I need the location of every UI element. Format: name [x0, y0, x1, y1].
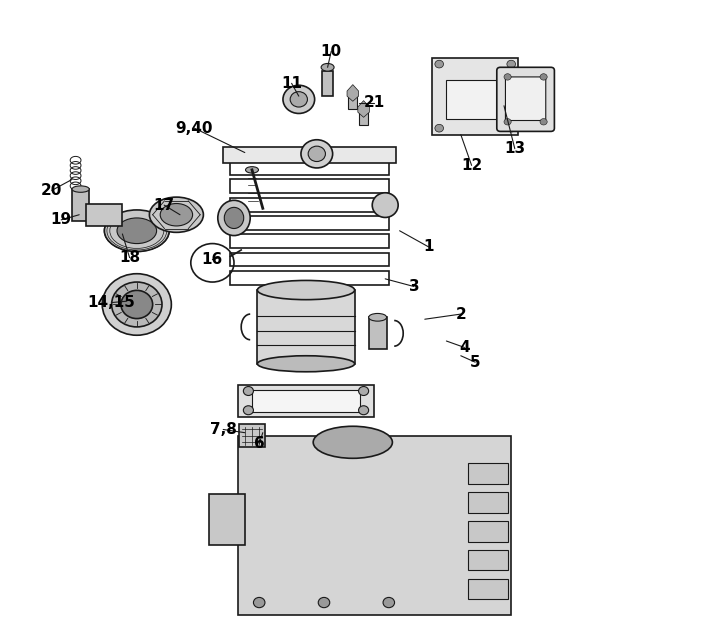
Circle shape — [318, 597, 330, 608]
Circle shape — [253, 597, 265, 608]
Circle shape — [435, 124, 444, 132]
Ellipse shape — [258, 281, 355, 300]
Ellipse shape — [246, 167, 258, 173]
Text: 20: 20 — [41, 183, 63, 198]
Bar — [322, 71, 333, 96]
Bar — [223, 147, 396, 163]
Bar — [258, 290, 354, 364]
Text: 11: 11 — [281, 76, 302, 91]
Circle shape — [290, 92, 307, 107]
Bar — [230, 161, 389, 175]
Ellipse shape — [258, 356, 355, 372]
Text: 1: 1 — [423, 239, 433, 254]
Circle shape — [504, 119, 511, 125]
Circle shape — [383, 597, 395, 608]
Bar — [239, 424, 265, 447]
Bar — [230, 179, 389, 193]
Text: 4: 4 — [459, 340, 469, 355]
Bar — [468, 579, 508, 599]
Text: 16: 16 — [202, 252, 223, 267]
Circle shape — [243, 406, 253, 415]
Ellipse shape — [313, 426, 392, 458]
Ellipse shape — [225, 208, 243, 229]
Ellipse shape — [104, 210, 169, 252]
Circle shape — [359, 387, 369, 395]
Text: 14,15: 14,15 — [88, 295, 135, 310]
Bar — [252, 390, 360, 412]
Text: 10: 10 — [320, 44, 342, 59]
Circle shape — [540, 74, 547, 80]
Bar — [468, 463, 508, 484]
Circle shape — [540, 119, 547, 125]
Text: 5: 5 — [470, 354, 480, 370]
Text: 19: 19 — [50, 212, 72, 228]
Ellipse shape — [117, 218, 157, 244]
Text: 3: 3 — [409, 279, 419, 294]
Circle shape — [112, 282, 162, 327]
Bar — [72, 189, 89, 221]
Circle shape — [308, 146, 325, 162]
Ellipse shape — [161, 204, 193, 226]
Text: 7,8: 7,8 — [210, 422, 237, 437]
Text: 12: 12 — [461, 158, 482, 173]
Bar — [369, 317, 387, 349]
Bar — [230, 253, 389, 267]
Bar — [230, 198, 389, 212]
Bar — [432, 58, 518, 135]
Bar — [209, 494, 245, 545]
Bar — [86, 204, 122, 226]
Bar — [359, 107, 368, 125]
Circle shape — [243, 387, 253, 395]
Text: 9,40: 9,40 — [176, 121, 213, 136]
Bar — [348, 91, 357, 109]
Polygon shape — [358, 101, 369, 117]
Circle shape — [102, 274, 171, 335]
Circle shape — [301, 140, 333, 168]
Circle shape — [283, 85, 315, 113]
Bar — [468, 521, 508, 542]
Circle shape — [435, 60, 444, 68]
Text: 18: 18 — [119, 250, 140, 265]
Circle shape — [504, 74, 511, 80]
Bar — [230, 216, 389, 230]
Text: 21: 21 — [364, 95, 385, 110]
Bar — [238, 385, 374, 417]
Bar — [446, 80, 497, 119]
Ellipse shape — [321, 63, 334, 71]
Text: 2: 2 — [456, 306, 466, 322]
Text: 13: 13 — [504, 141, 526, 156]
Bar — [230, 271, 389, 285]
Ellipse shape — [372, 193, 398, 217]
Circle shape — [121, 290, 153, 319]
Bar — [230, 235, 389, 248]
Text: 6: 6 — [254, 436, 264, 451]
Ellipse shape — [150, 197, 204, 233]
Bar — [468, 492, 508, 513]
Ellipse shape — [72, 186, 89, 192]
Ellipse shape — [369, 313, 387, 321]
Ellipse shape — [218, 201, 251, 236]
Bar — [238, 436, 511, 615]
FancyBboxPatch shape — [497, 67, 554, 131]
FancyBboxPatch shape — [505, 77, 546, 121]
Circle shape — [507, 124, 516, 132]
Polygon shape — [347, 85, 359, 101]
Bar — [468, 550, 508, 570]
Circle shape — [359, 406, 369, 415]
Circle shape — [507, 60, 516, 68]
Text: 17: 17 — [153, 197, 175, 213]
